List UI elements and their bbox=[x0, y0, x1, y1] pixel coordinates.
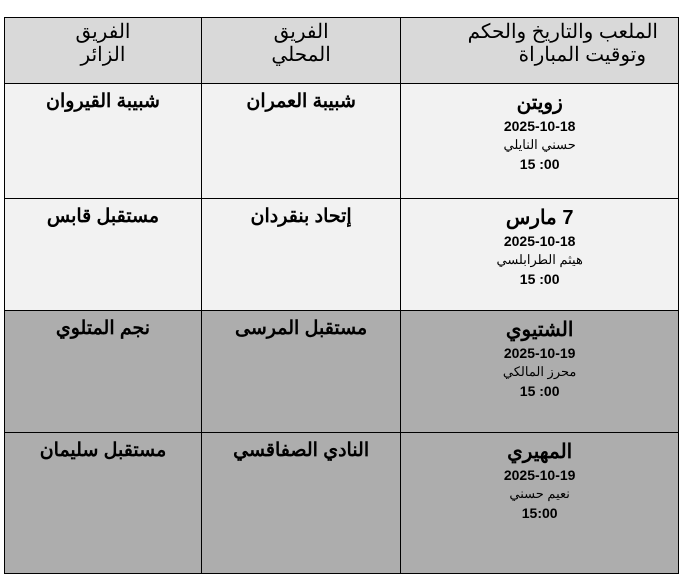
venue-cell: المهيري 2025-10-19 نعيم حسني 15:00 bbox=[400, 432, 679, 574]
fixtures-table: الملعب والتاريخ والحكم وتوقيت المباراة ال… bbox=[4, 17, 679, 574]
home-team: مستقبل المرسى bbox=[200, 310, 402, 433]
header-venue-line1: الملعب والتاريخ والحكم bbox=[467, 21, 658, 43]
stadium: الشتيوي bbox=[505, 319, 574, 341]
referee: محرز المالكي bbox=[502, 364, 577, 379]
referee: نعيم حسني bbox=[509, 486, 570, 501]
match-date: 2025-10-19 bbox=[503, 467, 576, 483]
away-team: مستقبل قابس bbox=[4, 198, 202, 311]
stadium: زويتن bbox=[516, 92, 563, 114]
home-team: إتحاد بنقردان bbox=[200, 198, 402, 311]
table-row: 7 مارس 2025-10-18 هيثم الطرابلسي 15 :00 إتح… bbox=[4, 198, 679, 311]
match-date: 2025-10-19 bbox=[503, 345, 576, 361]
header-away-line1: الفريق bbox=[75, 21, 131, 43]
referee: حسني النايلي bbox=[503, 137, 576, 152]
header-row: الملعب والتاريخ والحكم وتوقيت المباراة ال… bbox=[4, 17, 679, 84]
table-row: الشتيوي 2025-10-19 محرز المالكي 15 :00 مستق… bbox=[4, 310, 679, 433]
match-date: 2025-10-18 bbox=[503, 233, 576, 249]
match-time: 15:00 bbox=[521, 505, 558, 521]
stadium: المهيري bbox=[507, 441, 573, 463]
referee: هيثم الطرابلسي bbox=[496, 252, 583, 267]
table-row: زويتن 2025-10-18 حسني النايلي 15 :00 شبيبة … bbox=[4, 83, 679, 199]
venue-cell: زويتن 2025-10-18 حسني النايلي 15 :00 bbox=[400, 83, 679, 199]
match-time: 15 :00 bbox=[519, 271, 560, 287]
table-row: المهيري 2025-10-19 نعيم حسني 15:00 النادي ا… bbox=[4, 432, 679, 574]
away-team: شبيبة القيروان bbox=[4, 83, 202, 199]
stadium: 7 مارس bbox=[505, 207, 574, 229]
match-time: 15 :00 bbox=[519, 383, 560, 399]
header-venue-line2: وتوقيت المباراة bbox=[518, 44, 646, 66]
venue-cell: الشتيوي 2025-10-19 محرز المالكي 15 :00 bbox=[400, 310, 679, 433]
away-team: مستقبل سليمان bbox=[4, 432, 202, 574]
away-team: نجم المتلوي bbox=[4, 310, 202, 433]
match-date: 2025-10-18 bbox=[503, 118, 576, 134]
header-away-line2: الزائر bbox=[80, 44, 126, 66]
header-home: الفريق المحلي bbox=[200, 17, 402, 84]
header-home-line2: المحلي bbox=[271, 44, 331, 66]
header-away: الفريق الزائر bbox=[4, 17, 202, 84]
home-team: النادي الصفاقسي bbox=[200, 432, 402, 574]
match-time: 15 :00 bbox=[519, 156, 560, 172]
header-home-line1: الفريق bbox=[273, 21, 329, 43]
header-venue: الملعب والتاريخ والحكم وتوقيت المباراة bbox=[400, 17, 679, 84]
home-team: شبيبة العمران bbox=[200, 83, 402, 199]
venue-cell: 7 مارس 2025-10-18 هيثم الطرابلسي 15 :00 bbox=[400, 198, 679, 311]
